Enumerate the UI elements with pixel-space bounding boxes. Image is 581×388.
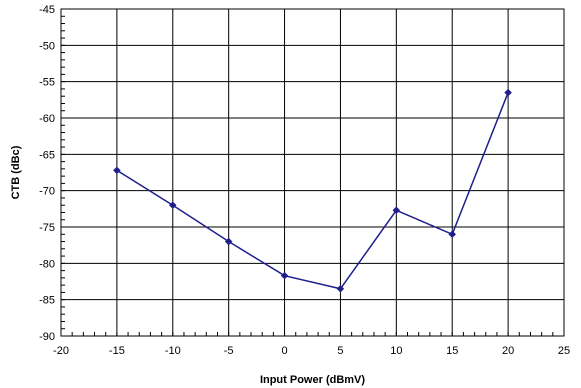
x-tick-label: 10	[390, 345, 402, 357]
x-tick-label: 25	[558, 345, 570, 357]
x-tick-label: -10	[165, 345, 181, 357]
x-tick-label: -20	[53, 345, 69, 357]
tick-labels: -90-85-80-75-70-65-60-55-50-45-20 -15 -10-…	[39, 4, 570, 357]
data-point	[392, 206, 401, 215]
minor-ticks	[60, 8, 565, 337]
x-axis-title: Input Power (dBmV)	[260, 374, 365, 386]
data-point	[224, 237, 233, 246]
y-tick-label: -55	[39, 77, 55, 89]
series-line	[116, 92, 509, 290]
y-tick-label: -65	[39, 149, 55, 161]
x-tick-label: -15	[109, 345, 125, 357]
grid-layer	[60, 8, 565, 337]
y-tick-label: -75	[39, 222, 55, 234]
y-tick-label: -50	[39, 40, 55, 52]
x-tick-label: 20	[502, 345, 514, 357]
y-tick-label: -70	[39, 186, 55, 198]
y-tick-label: -85	[39, 295, 55, 307]
y-tick-label: -60	[39, 113, 55, 125]
plot-frame	[60, 8, 565, 337]
x-tick-label: 0	[281, 345, 287, 357]
x-tick-label: -5	[224, 345, 234, 357]
data-point	[280, 271, 289, 280]
y-tick-label: -80	[39, 258, 55, 270]
y-tick-label: -45	[39, 4, 55, 16]
x-tick-label: 5	[337, 345, 343, 357]
x-tick-label: 15	[446, 345, 458, 357]
data-point	[113, 166, 121, 175]
series-layer	[113, 88, 512, 293]
data-point	[448, 230, 457, 239]
data-point	[504, 88, 512, 97]
y-axis-title: CTB (dBc)	[10, 145, 22, 199]
data-point	[168, 201, 177, 210]
y-tick-label: -90	[39, 331, 55, 343]
data-point	[336, 284, 345, 293]
